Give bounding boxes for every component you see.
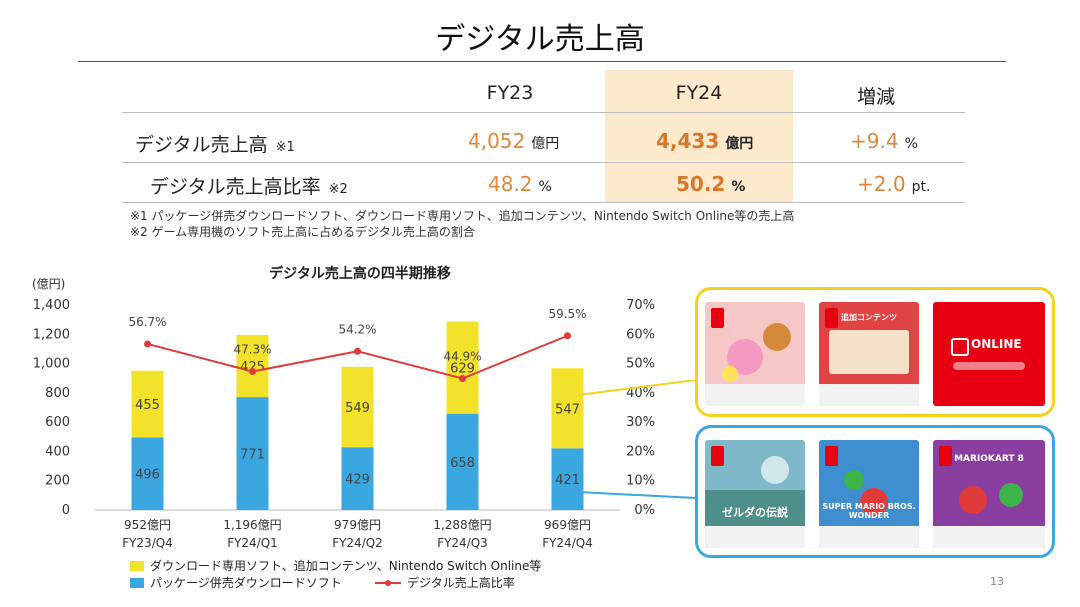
table-divider [122, 112, 965, 113]
bar-package-download [131, 437, 164, 510]
ratio-label: 56.7% [128, 315, 166, 329]
y2-tick-label: 70% [626, 298, 655, 313]
row-digital-ratio-label: デジタル売上高比率 ※2 [150, 176, 348, 198]
footnote-1: ※1 パッケージ併売ダウンロードソフト、ダウンロード専用ソフト、追加コンテンツ、… [130, 209, 795, 223]
y-tick-label: 400 [45, 444, 70, 459]
footnote-2: ※2 ゲーム専用機のソフト売上高に占めるデジタル売上高の割合 [130, 225, 475, 239]
table-divider [122, 202, 965, 203]
legend-item-download-only: ダウンロード専用ソフト、追加コンテンツ、Nintendo Switch Onli… [130, 557, 541, 574]
ratio-point [564, 332, 571, 340]
bar-download-only [551, 368, 584, 449]
bar-package-download [551, 448, 584, 510]
y-tick-label: 800 [45, 386, 70, 401]
mario-wonder-card-icon: SUPER MARIO BROS. WONDER [819, 440, 919, 548]
legend-swatch-yellow [130, 560, 144, 571]
bar-label-package-download: 429 [345, 473, 370, 488]
bar-label-download-only: 455 [135, 398, 160, 413]
row-digital-ratio-fy23: 48.2% [488, 172, 552, 196]
ratio-label: 59.5% [548, 307, 586, 321]
table-divider [122, 162, 965, 163]
y2-tick-label: 50% [626, 357, 655, 372]
y2-tick-label: 30% [626, 415, 655, 430]
y-tick-label: 1,200 [33, 327, 70, 342]
legend-swatch-blue [130, 577, 144, 588]
row-digital-sales-change: +9.4% [850, 129, 918, 153]
bar-total-label: 952億円 [124, 518, 171, 532]
bar-package-download [341, 447, 374, 510]
x-tick-label: FY24/Q2 [332, 536, 383, 550]
ratio-point [144, 340, 151, 348]
header-fy23: FY23 [486, 82, 534, 104]
y-tick-label: 0 [62, 503, 70, 518]
row-digital-ratio-fy24: 50.2% [676, 172, 746, 196]
y2-tick-label: 60% [626, 327, 655, 342]
x-tick-label: FY24/Q4 [542, 536, 593, 550]
page-number: 13 [990, 575, 1004, 588]
bar-label-download-only: 629 [450, 362, 475, 377]
y-tick-label: 600 [45, 415, 70, 430]
bar-download-only [236, 334, 269, 398]
page-title: デジタル売上高 [435, 22, 645, 57]
bar-total-label: 1,196億円 [223, 518, 281, 532]
y-tick-label: 1,400 [33, 298, 70, 313]
row-digital-sales-fy24: 4,433 億円 [656, 129, 754, 153]
row-digital-ratio-change: +2.0 pt. [857, 172, 931, 196]
chart-title: デジタル売上高の四半期推移 [269, 266, 451, 282]
bar-package-download [236, 397, 269, 510]
panel-connectors [577, 380, 697, 499]
package-download-products-panel: ゼルダの伝説 SUPER MARIO BROS. WONDER MARIOKAR… [695, 425, 1055, 558]
zelda-game-card-icon: ゼルダの伝説 [705, 440, 805, 548]
x-tick-label: FY24/Q3 [437, 536, 488, 550]
ratio-label: 54.2% [338, 322, 376, 336]
bar-label-download-only: 547 [555, 402, 580, 417]
x-tick-label: FY24/Q1 [227, 536, 278, 550]
fy24-highlight [605, 70, 793, 202]
download-only-products-panel: 追加コンテンツ ONLINE [695, 287, 1055, 417]
bar-label-package-download: 771 [240, 448, 265, 463]
switch-online-card-icon: ONLINE [933, 302, 1045, 406]
header-change: 増減 [856, 86, 895, 108]
y2-tick-label: 10% [626, 474, 655, 489]
y-axis-label: (億円) [32, 277, 65, 291]
bar-label-package-download: 658 [450, 456, 475, 471]
ratio-label: 47.3% [233, 342, 271, 356]
ratio-point [354, 347, 361, 355]
x-tick-label: FY23/Q4 [122, 536, 173, 550]
y-tick-label: 1,000 [33, 357, 70, 372]
bar-download-only [131, 370, 164, 438]
kirby-game-card-icon [705, 302, 805, 406]
header-fy24: FY24 [675, 82, 723, 104]
legend-line-red [375, 579, 401, 586]
bar-label-package-download: 496 [135, 468, 160, 483]
ratio-label: 44.9% [443, 350, 481, 364]
bar-download-only [341, 366, 374, 448]
y2-tick-label: 40% [626, 386, 655, 401]
bar-total-label: 1,288億円 [433, 518, 491, 532]
bar-download-only [446, 321, 479, 414]
legend-item-package-download: パッケージ併売ダウンロードソフト [130, 574, 342, 591]
row-digital-sales-label: デジタル売上高 ※1 [135, 134, 295, 156]
mariokart-card-icon: MARIOKART 8 [933, 440, 1045, 548]
bar-package-download [446, 413, 479, 510]
y2-tick-label: 0% [634, 503, 655, 518]
bar-label-package-download: 421 [555, 473, 580, 488]
y-tick-label: 200 [45, 474, 70, 489]
bar-total-label: 969億円 [544, 518, 591, 532]
zelda-dlc-card-icon: 追加コンテンツ [819, 302, 919, 406]
row-digital-sales-fy23: 4,052 億円 [468, 129, 560, 153]
ratio-point [459, 375, 466, 383]
ratio-point [249, 367, 256, 375]
bar-label-download-only: 549 [345, 401, 370, 416]
legend-item-ratio: デジタル売上高比率 [375, 574, 515, 591]
bar-total-label: 979億円 [334, 518, 381, 532]
y2-tick-label: 20% [626, 444, 655, 459]
title-divider [78, 61, 1006, 62]
quarterly-digital-sales-chart: (億円) 0 200 400 600 800 1,000 1,200 1,400 0% 10% 20%… [32, 277, 655, 550]
